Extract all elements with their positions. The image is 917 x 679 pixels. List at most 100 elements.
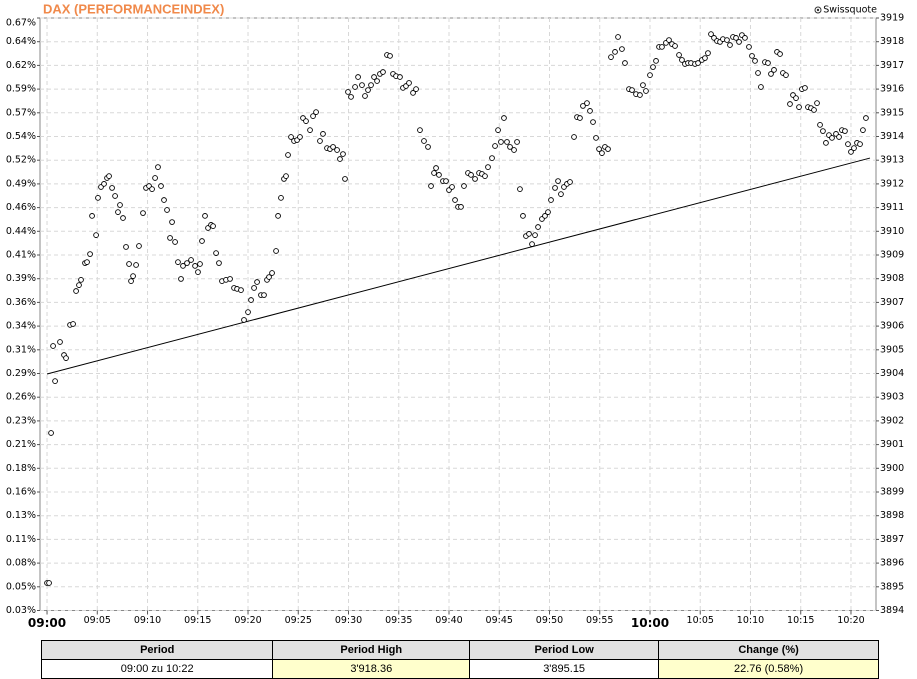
y2-tick-label: 3904 [880,368,904,379]
data-point [765,60,771,66]
data-point [796,104,802,110]
data-point [254,279,260,285]
y2-tick-label: 3913 [880,155,904,166]
data-point [860,127,866,133]
y-tick-label: 0.59% [6,84,36,95]
data-point [197,261,203,267]
data-point [567,179,573,185]
data-point [863,115,869,121]
y-tick-label: 0.39% [6,273,36,284]
y2-tick-label: 3914 [880,131,904,142]
data-point [599,150,605,156]
data-point [425,144,431,150]
data-point [140,210,146,216]
data-point [676,52,682,58]
data-point [241,317,247,323]
data-point [857,141,863,147]
y-tick-label: 0.49% [6,178,36,189]
data-point [285,152,291,158]
y-tick-label: 0.05% [6,581,36,592]
trend-line [46,157,871,375]
data-point [345,89,351,95]
data-point [783,72,789,78]
data-point [619,46,625,52]
cell: 22.76 (0.58%) [658,659,879,679]
data-point [666,37,672,43]
data-point [452,197,458,203]
data-point [175,259,181,265]
data-point [771,67,777,73]
data-point [817,122,823,128]
data-point [749,53,755,59]
logo-dot [816,8,820,12]
data-point [213,250,219,256]
x-tick-label: 09:35 [385,615,412,626]
x-tick-label: 09:25 [285,615,312,626]
data-point [266,274,272,280]
chart: DAX (PERFORMANCEINDEX) Swissquote 0.67% 0… [6,1,904,630]
x-tick-label: 10:20 [837,615,864,626]
data-point [802,85,808,91]
data-point [823,140,829,146]
data-point [188,257,194,263]
data-point [637,92,643,98]
y-tick-label: 0.18% [6,463,36,474]
y2-tick-label: 3898 [880,510,904,521]
data-point [248,297,254,303]
y-tick-label: 0.64% [6,36,36,47]
data-point [73,288,79,294]
x-tick-label: 09:05 [84,615,111,626]
data-point [202,213,208,219]
x-tick-label: 09:45 [486,615,513,626]
data-point [313,109,319,115]
y-tick-label: 0.03% [6,605,36,616]
data-point [93,232,99,238]
data-point [829,135,835,141]
data-point [167,235,173,241]
data-point [768,71,774,77]
data-point [507,144,513,150]
data-point [468,172,474,178]
data-point [848,149,854,155]
data-point [169,219,175,225]
data-point [746,44,752,50]
y-tick-label: 0.36% [6,297,36,308]
data-point [842,128,848,134]
data-point [529,241,535,247]
data-point [845,141,851,147]
data-point [365,87,371,93]
cell: 3'918.36 [272,659,471,679]
data-point [535,224,541,230]
cell: 09:00 zu 10:22 [40,659,274,679]
data-point [615,34,621,40]
data-point [552,185,558,191]
data-point [526,231,532,237]
data-point [436,172,442,178]
data-point [359,82,365,88]
data-point [708,31,714,37]
data-point [461,183,467,189]
data-point [340,151,346,157]
data-point [371,74,377,80]
data-point [50,343,56,349]
data-point [133,262,139,268]
data-point [532,232,538,238]
data-point [836,134,842,140]
data-point [317,138,323,144]
data-point [269,270,275,276]
data-point [742,35,748,41]
data-point [612,49,618,55]
data-point [501,115,507,121]
x-tick-label: 09:50 [536,615,563,626]
data-point [498,139,504,145]
y-tick-label: 0.08% [6,558,36,569]
data-point [275,213,281,219]
data-point [787,101,793,107]
x-tick-label: 09:20 [234,615,261,626]
data-point [78,277,84,283]
y2-tick-label: 3906 [880,321,904,332]
data-point [128,278,134,284]
data-point [352,84,358,90]
y-tick-label: 0.26% [6,392,36,403]
